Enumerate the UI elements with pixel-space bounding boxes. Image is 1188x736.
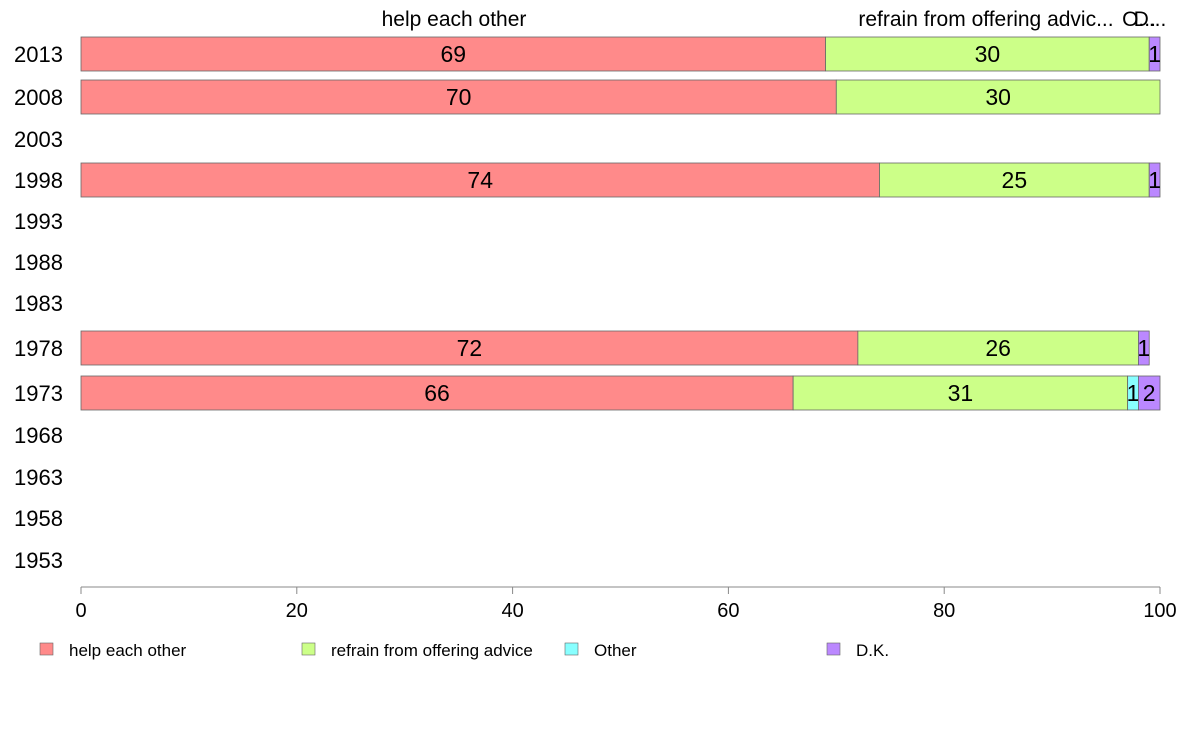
y-axis-labels: 2013 2008 2003 1998 1993 1988 1983 1978 1973 1968… <box>14 42 63 573</box>
bar-label-1973-1: 31 <box>948 380 974 406</box>
legend-label-2: Other <box>594 641 637 660</box>
top-label-2: O... <box>1122 8 1156 31</box>
bar-label-1998-3: 1 <box>1148 167 1161 193</box>
bar-1998-0 <box>80 162 880 198</box>
bar-2008-0 <box>80 79 837 115</box>
bar-2013-1 <box>825 36 1150 72</box>
top-label-1: refrain from offering advic... <box>858 8 1113 31</box>
bar-1978-0 <box>80 330 859 366</box>
legend-label-1: refrain from offering advice <box>331 641 533 660</box>
bar-label-2013-3: 1 <box>1148 41 1161 67</box>
bar-2013-3 <box>1148 36 1161 72</box>
legend-swatch-1 <box>301 642 316 656</box>
bar-label-1978-1: 26 <box>985 335 1011 361</box>
y-label-2008: 2008 <box>14 85 63 110</box>
bar-1998-3 <box>1148 162 1161 198</box>
y-label-1953: 1953 <box>14 548 63 573</box>
bar-label-1978-3: 1 <box>1137 335 1150 361</box>
y-label-2003: 2003 <box>14 127 63 152</box>
bar-label-1978-0: 72 <box>457 335 483 361</box>
x-tick-label-100: 100 <box>1143 600 1176 622</box>
y-label-2013: 2013 <box>14 42 63 67</box>
legend-swatch-3 <box>826 642 841 656</box>
x-tick-label-40: 40 <box>501 600 523 622</box>
bar-label-1998-0: 74 <box>467 167 493 193</box>
bar-label-1973-3: 2 <box>1143 380 1156 406</box>
bar-label-1973-0: 66 <box>424 380 450 406</box>
legend-swatch-2 <box>564 642 579 656</box>
x-tick-label-0: 0 <box>75 600 86 622</box>
bar-label-1973-2: 1 <box>1127 380 1140 406</box>
bar-2008-1 <box>835 79 1161 115</box>
bar-label-2008-0: 70 <box>446 84 472 110</box>
x-tick-label-60: 60 <box>717 600 739 622</box>
y-label-1988: 1988 <box>14 250 63 275</box>
bar-label-2013-1: 30 <box>975 41 1001 67</box>
bar-1998-1 <box>879 162 1150 198</box>
y-label-1978: 1978 <box>14 336 63 361</box>
y-label-1968: 1968 <box>14 423 63 448</box>
legend-label-0: help each other <box>69 641 187 660</box>
bar-1978-3 <box>1138 330 1150 366</box>
bar-1973-1 <box>792 375 1129 411</box>
y-label-1993: 1993 <box>14 209 63 234</box>
y-label-1983: 1983 <box>14 291 63 316</box>
top-series-labels: help each other refrain from offering adv… <box>382 8 1167 31</box>
legend: help each other refrain from offering adv… <box>39 641 889 660</box>
x-tick-label-20: 20 <box>286 600 308 622</box>
legend-swatch-0 <box>39 642 54 656</box>
top-label-0: help each other <box>382 8 527 31</box>
y-label-1973: 1973 <box>14 381 63 406</box>
bar-label-1998-1: 25 <box>1002 167 1028 193</box>
y-label-1998: 1998 <box>14 168 63 193</box>
x-axis: 0 20 40 60 80 100 <box>75 586 1177 622</box>
legend-label-3: D.K. <box>856 641 889 660</box>
bar-label-2008-1: 30 <box>985 84 1011 110</box>
bar-label-2013-0: 69 <box>440 41 466 67</box>
y-label-1958: 1958 <box>14 506 63 531</box>
y-label-1963: 1963 <box>14 465 63 490</box>
top-label-3: D... <box>1134 8 1167 31</box>
x-tick-label-80: 80 <box>933 600 955 622</box>
bar-1973-3 <box>1138 375 1161 411</box>
